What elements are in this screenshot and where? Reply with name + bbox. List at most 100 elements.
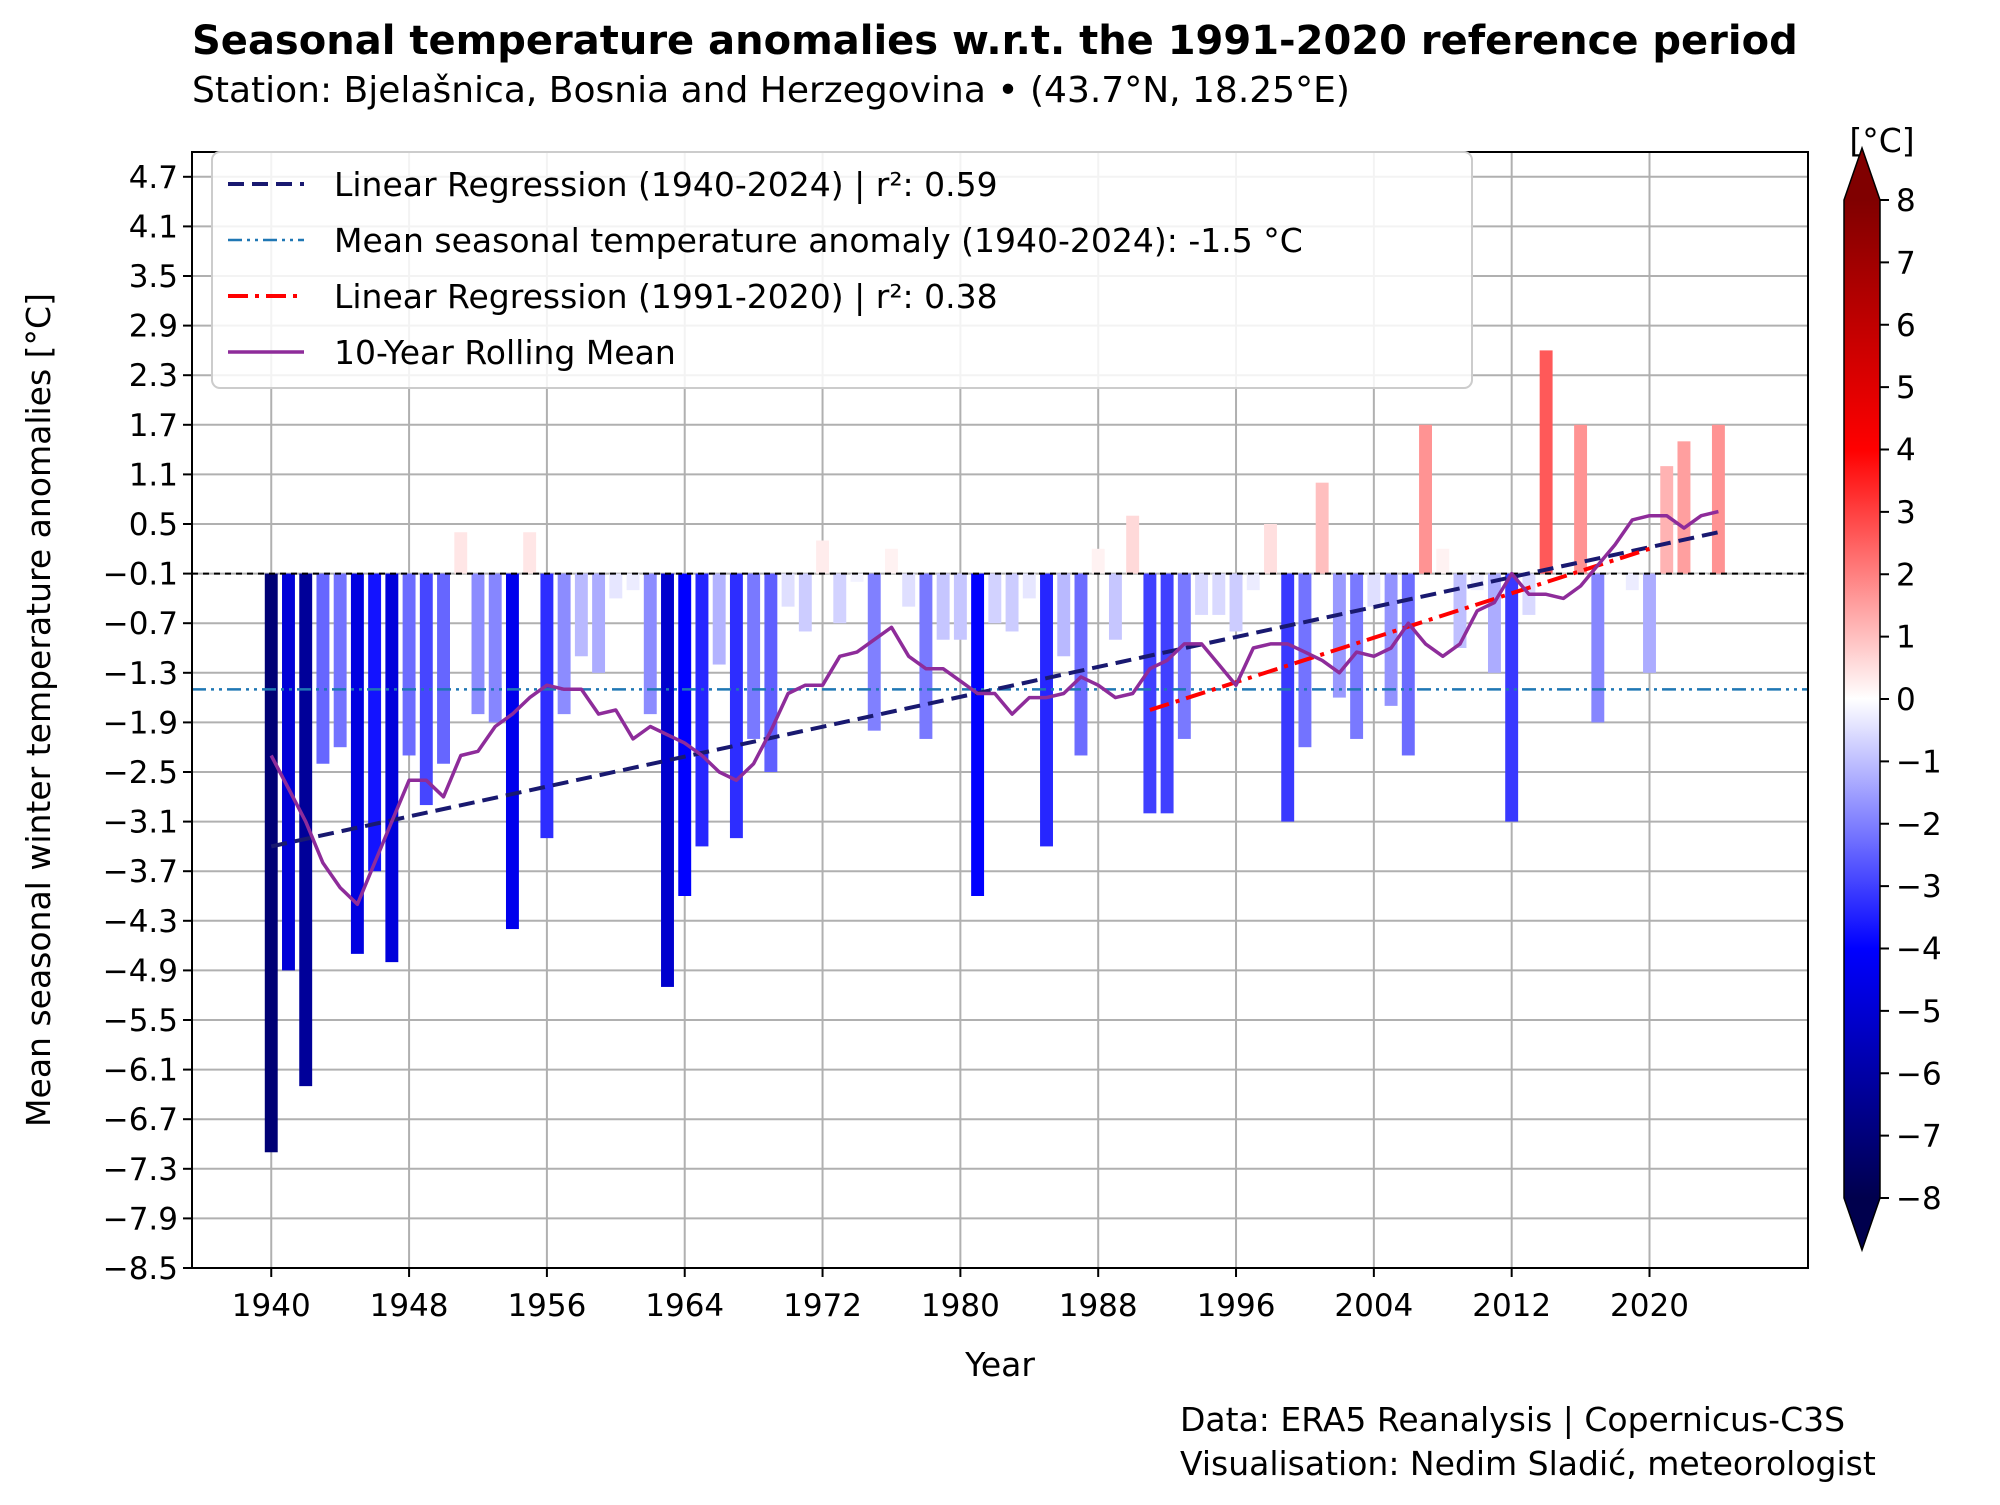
bar-2011: [1487, 573, 1501, 673]
y-axis-label: Mean seasonal winter temperature anomali…: [19, 293, 58, 1127]
y-tick-label: −0.7: [103, 606, 178, 642]
bar-1947: [385, 573, 399, 963]
bar-1990: [1126, 515, 1140, 574]
y-tick-label: 4.1: [129, 209, 178, 245]
bar-2021: [1660, 466, 1674, 574]
bar-2002: [1332, 573, 1346, 698]
x-tick-label: 2020: [1610, 1288, 1689, 1324]
bar-2024: [1711, 424, 1725, 574]
bar-2009: [1453, 573, 1467, 648]
bar-1984: [1022, 573, 1036, 599]
bar-1993: [1177, 573, 1191, 739]
bar-1957: [557, 573, 571, 715]
bar-1940: [264, 573, 278, 1153]
colorbar-tick-label: 0: [1896, 682, 1916, 718]
bar-1965: [695, 573, 709, 847]
bar-1988: [1091, 548, 1105, 574]
bar-1989: [1108, 573, 1122, 640]
y-tick-label: −6.7: [103, 1102, 178, 1138]
y-tick-label: −1.3: [103, 656, 178, 692]
bar-1943: [316, 573, 330, 764]
credits: Data: ERA5 Reanalysis | Copernicus-C3S V…: [1180, 1398, 1876, 1486]
bar-1941: [282, 573, 295, 971]
bar-1950: [437, 573, 450, 764]
bar-1996: [1229, 573, 1243, 632]
chart-subtitle: Station: Bjelašnica, Bosnia and Herzegov…: [192, 70, 1350, 111]
legend-label: Linear Regression (1940-2024) | r²: 0.59: [334, 165, 998, 204]
y-tick-label: −2.5: [103, 755, 178, 791]
colorbar-tick-label: 3: [1896, 495, 1916, 531]
colorbar-label: [°C]: [1849, 121, 1914, 160]
colorbar-tick-label: −5: [1896, 994, 1942, 1030]
bar-1975: [867, 573, 881, 731]
x-axis-label: Year: [964, 1345, 1035, 1384]
colorbar-tick-label: −8: [1896, 1181, 1942, 1217]
bar-2012: [1505, 573, 1519, 822]
bar-1968: [747, 573, 761, 739]
bar-2020: [1643, 573, 1656, 673]
bar-1977: [902, 573, 916, 607]
bar-2007: [1419, 424, 1432, 574]
y-tick-label: 1.7: [129, 408, 178, 444]
bar-1971: [798, 573, 812, 632]
x-tick-label: 1956: [507, 1288, 586, 1324]
bar-1953: [488, 573, 502, 723]
bar-1962: [643, 573, 657, 715]
bar-1963: [661, 573, 674, 987]
colorbar-tick-label: −6: [1896, 1056, 1942, 1092]
bar-1959: [592, 573, 606, 673]
bar-2017: [1591, 573, 1605, 723]
y-tick-label: −3.7: [103, 854, 178, 890]
bar-2008: [1436, 548, 1450, 574]
colorbar-tick-label: 2: [1896, 557, 1916, 593]
colorbar-tick-label: −7: [1896, 1119, 1942, 1155]
y-tick-label: 0.5: [129, 507, 178, 543]
bar-1956: [540, 573, 554, 839]
x-tick-label: 1948: [370, 1288, 449, 1324]
legend-label: Mean seasonal temperature anomaly (1940-…: [334, 221, 1303, 260]
bar-2005: [1384, 573, 1398, 706]
y-tick-label: −8.5: [103, 1251, 178, 1287]
bar-1982: [988, 573, 1002, 624]
bar-2016: [1574, 424, 1588, 574]
bar-1972: [816, 540, 830, 574]
bar-1994: [1195, 573, 1209, 615]
y-tick-label: −7.9: [103, 1201, 178, 1237]
bar-2003: [1350, 573, 1364, 739]
bar-2006: [1401, 573, 1415, 756]
bar-1978: [919, 573, 933, 739]
bar-1991: [1143, 573, 1157, 814]
bar-1973: [833, 573, 847, 624]
chart-title: Seasonal temperature anomalies w.r.t. th…: [192, 18, 1798, 64]
bar-1966: [712, 573, 726, 665]
legend: Linear Regression (1940-2024) | r²: 0.59…: [211, 151, 1473, 389]
bar-1949: [419, 573, 433, 806]
colorbar: 8 7 6 5 4 3 2 1 0 −1 −2 −3 −4 −5 −6 −7 −8 [°C]: [1843, 121, 1942, 1253]
bar-1974: [850, 573, 864, 582]
bar-1983: [1005, 573, 1019, 632]
y-axis-ticks: 4.7 4.1 3.5 2.9 2.3 1.7 1.1 0.5 −0.1 −0.7 −1.3 −1.9…: [103, 160, 192, 1287]
x-tick-label: 2004: [1334, 1288, 1413, 1324]
y-tick-label: −0.1: [103, 557, 178, 593]
bar-1976: [885, 548, 898, 574]
x-tick-label: 1940: [232, 1288, 311, 1324]
colorbar-tick-label: 8: [1896, 183, 1916, 219]
bar-1986: [1057, 573, 1071, 657]
y-tick-label: 2.9: [129, 309, 178, 345]
colorbar-tick-label: −2: [1896, 807, 1942, 843]
y-tick-label: −3.1: [103, 805, 178, 841]
x-tick-label: 2012: [1472, 1288, 1551, 1324]
regression-line-1940-2024: [270, 530, 1719, 849]
legend-box: [211, 151, 1473, 389]
colorbar-body: [1844, 200, 1880, 1198]
colorbar-tick-label: 4: [1896, 433, 1916, 469]
colorbar-tick-label: 1: [1896, 620, 1916, 656]
bar-1967: [729, 573, 743, 839]
bars: [264, 350, 1725, 1153]
bar-1997: [1246, 573, 1260, 591]
y-tick-label: 4.7: [129, 160, 178, 196]
y-tick-label: −6.1: [103, 1053, 178, 1089]
bar-2001: [1315, 482, 1329, 574]
bar-2015: [1556, 573, 1570, 575]
